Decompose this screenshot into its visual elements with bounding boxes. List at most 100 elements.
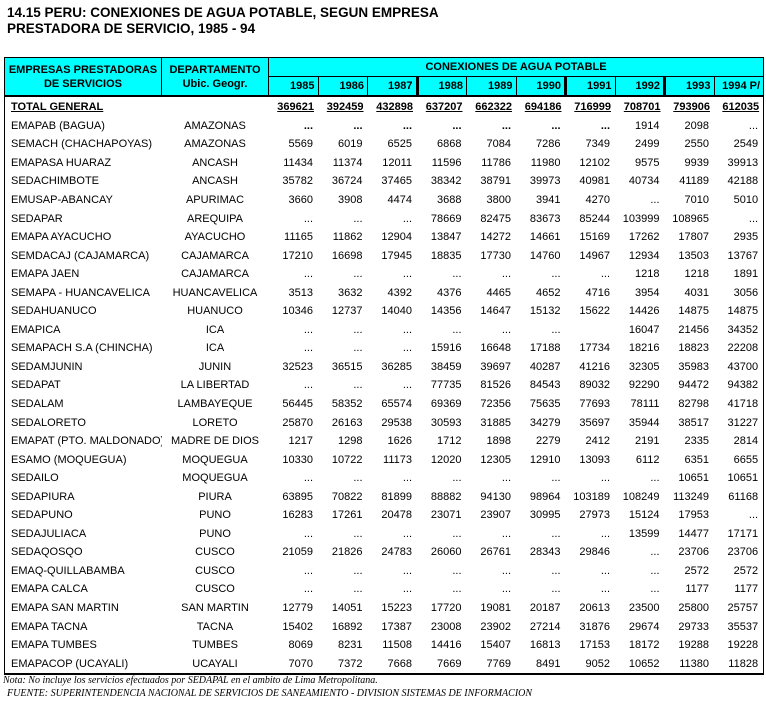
table-body: TOTAL GENERAL 369621 392459 432898 637207 66… bbox=[5, 96, 764, 674]
table-row: SEDAPAT LA LIBERTAD......... 77735 81526 845… bbox=[5, 376, 764, 395]
value-cell: 14661 bbox=[529, 231, 561, 244]
value-cell: ... bbox=[452, 583, 462, 596]
value-cell: 11374 bbox=[332, 156, 363, 169]
value-cell: 23907 bbox=[480, 509, 511, 522]
value-cell: 31885 bbox=[480, 416, 511, 429]
value-cell: 81526 bbox=[480, 379, 511, 392]
value-cell: ... bbox=[551, 583, 561, 596]
value-cell: 1217 bbox=[288, 435, 313, 448]
value-cell: 92290 bbox=[628, 379, 660, 392]
total-value-cell: 708701 bbox=[615, 96, 665, 117]
value-cell: 29674 bbox=[628, 620, 660, 633]
value-cell: ... bbox=[501, 119, 511, 132]
table-row: EMAPASA HUARAZ ANCASH 11434 11374 12011 11596… bbox=[5, 154, 764, 173]
empresa-cell: EMAPA AYACUCHO bbox=[11, 231, 112, 244]
value-cell: 5569 bbox=[288, 138, 313, 151]
value-cell: 24783 bbox=[381, 546, 412, 559]
value-cell: ... bbox=[551, 268, 561, 281]
value-cell: 72356 bbox=[480, 397, 511, 410]
value-cell: 75635 bbox=[529, 397, 561, 410]
departamento-cell: AMAZONAS bbox=[184, 119, 246, 132]
table-row: EMAPA SAN MARTIN SAN MARTIN 12779 14051 1522… bbox=[5, 599, 764, 618]
value-cell: 14051 bbox=[331, 601, 363, 614]
value-cell: 22208 bbox=[727, 342, 759, 355]
empresa-cell: SEDAPUNO bbox=[11, 509, 73, 522]
year-header: 1987 bbox=[367, 76, 418, 97]
value-cell: 30593 bbox=[430, 416, 462, 429]
value-cell: 36515 bbox=[331, 360, 363, 373]
value-cell: 8231 bbox=[338, 639, 363, 652]
value-cell: 1914 bbox=[635, 119, 660, 132]
total-value-cell: 369621 bbox=[269, 96, 319, 117]
table-row: EMAPAT (PTO. MALDONADO) MADRE DE DIOS 1217… bbox=[5, 432, 764, 451]
departamento-column-header: DEPARTAMENTO Ubic. Geogr. bbox=[161, 57, 269, 97]
value-cell: 40981 bbox=[579, 175, 610, 188]
value-cell: ... bbox=[402, 472, 412, 485]
value-cell: 70822 bbox=[331, 490, 363, 503]
departamento-cell: ANCASH bbox=[192, 175, 238, 188]
value-cell: 11434 bbox=[283, 156, 313, 169]
value-cell: ... bbox=[452, 268, 462, 281]
value-cell: ... bbox=[303, 342, 313, 355]
total-value: 662322 bbox=[475, 100, 512, 113]
total-value-cell: 432898 bbox=[368, 96, 418, 117]
value-cell: 7084 bbox=[486, 138, 511, 151]
departamento-cell: LAMBAYEQUE bbox=[177, 397, 253, 410]
value-cell: ... bbox=[402, 268, 412, 281]
total-value-cell: 793906 bbox=[665, 96, 715, 117]
departamento-cell: HUANUCO bbox=[187, 305, 243, 318]
value-cell: ... bbox=[748, 212, 759, 225]
table-row: SEDACHIMBOTE ANCASH 35782 36724 37465 38342 38… bbox=[5, 172, 764, 191]
total-label: TOTAL GENERAL bbox=[11, 100, 104, 113]
value-cell: 4474 bbox=[387, 193, 412, 206]
value-cell: 3056 bbox=[733, 286, 759, 299]
value-cell: 23071 bbox=[430, 509, 462, 522]
value-cell: 17734 bbox=[579, 342, 610, 355]
value-cell: 38517 bbox=[678, 416, 709, 429]
value-cell: 1177 bbox=[734, 583, 759, 596]
value-cell: 32523 bbox=[282, 360, 313, 373]
value-cell: 3941 bbox=[536, 193, 561, 206]
value-cell: 77735 bbox=[430, 379, 462, 392]
page-title-line2: PRESTADORA DE SERVICIO, 1985 - 94 bbox=[7, 21, 256, 36]
value-cell: 10330 bbox=[282, 453, 313, 466]
value-cell bbox=[566, 321, 616, 340]
value-cell: 6112 bbox=[635, 453, 660, 466]
table-row: SEDAJULIACA PUNO..................... 1359… bbox=[5, 525, 764, 544]
value-cell: 25800 bbox=[678, 601, 709, 614]
value-cell: ... bbox=[353, 119, 363, 132]
empresa-cell: SEDAMJUNIN bbox=[11, 360, 83, 373]
value-cell: 6655 bbox=[733, 453, 759, 466]
value-cell: ... bbox=[551, 472, 561, 485]
value-cell: 15407 bbox=[480, 639, 511, 652]
value-cell: 31876 bbox=[579, 620, 610, 633]
value-cell: 35537 bbox=[727, 620, 759, 633]
value-cell: 9939 bbox=[684, 156, 709, 169]
value-cell: 36285 bbox=[381, 360, 412, 373]
value-cell: 40734 bbox=[628, 175, 660, 188]
total-value: 708701 bbox=[623, 100, 661, 113]
table-row: EMAPA TACNA TACNA 15402 16892 17387 23008 2390… bbox=[5, 617, 764, 636]
value-cell: ... bbox=[402, 527, 412, 540]
table-row: ESAMO (MOQUEGUA) MOQUEGUA 10330 10722 11173 1… bbox=[5, 450, 764, 469]
value-cell: ... bbox=[353, 564, 363, 577]
value-cell: 11862 bbox=[332, 231, 363, 244]
table-row: SEDAMJUNIN JUNIN 32523 36515 36285 38459 39697… bbox=[5, 358, 764, 377]
empresa-cell: SEMAPACH S.A (CHINCHA) bbox=[11, 342, 153, 355]
total-row: TOTAL GENERAL 369621 392459 432898 637207 66… bbox=[5, 96, 764, 117]
value-cell: 15223 bbox=[381, 601, 412, 614]
value-cell: 34352 bbox=[727, 323, 759, 336]
footnotes: Nota: No incluye los servicios efectuado… bbox=[3, 675, 763, 700]
value-cell: 58352 bbox=[331, 397, 363, 410]
value-cell: ... bbox=[303, 564, 313, 577]
value-cell: 10651 bbox=[678, 472, 709, 485]
value-cell: 11828 bbox=[728, 657, 759, 670]
note-line: Nota: No incluye los servicios efectuado… bbox=[3, 675, 378, 686]
total-value-cell: 612035 bbox=[714, 96, 764, 117]
value-cell: 14426 bbox=[628, 305, 660, 318]
table-row: EMAPA TUMBES TUMBES 8069 8231 11508 14416 1540… bbox=[5, 636, 764, 655]
value-cell: 16283 bbox=[282, 509, 313, 522]
departamento-cell: ICA bbox=[205, 323, 225, 336]
empresa-cell: EMAQ-QUILLABAMBA bbox=[11, 564, 125, 577]
